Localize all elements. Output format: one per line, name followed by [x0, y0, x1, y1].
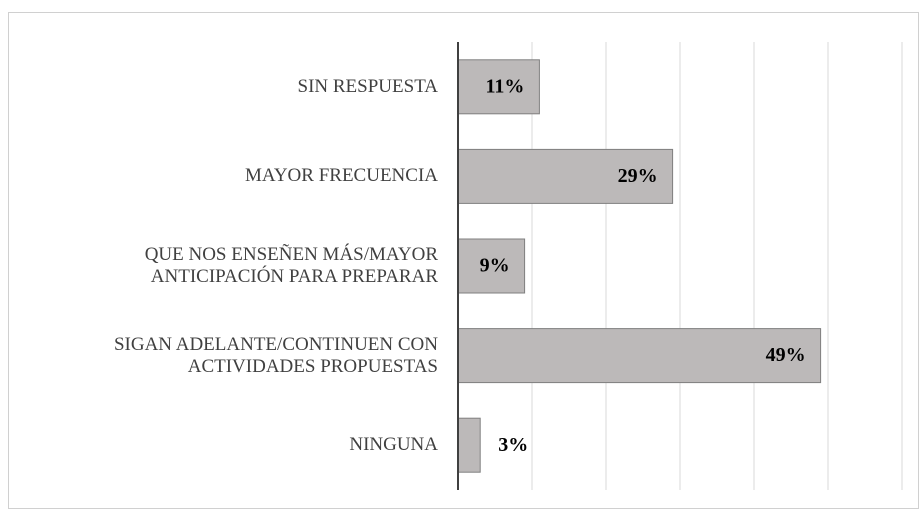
- bar: [457, 328, 822, 384]
- category-label: NINGUNA: [349, 434, 438, 456]
- value-label: 3%: [498, 434, 528, 456]
- bar: [457, 417, 481, 473]
- category-label: QUE NOS ENSEÑEN MÁS/MAYOR ANTICIPACIÓN P…: [144, 244, 438, 287]
- value-label: 49%: [766, 344, 806, 366]
- value-label: 29%: [618, 165, 658, 187]
- value-label: 11%: [485, 75, 524, 97]
- category-label: SIN RESPUESTA: [297, 75, 438, 97]
- frame: [8, 12, 919, 509]
- bar: [457, 59, 540, 115]
- category-label: SIGAN ADELANTE/CONTINUEN CON ACTIVIDADES…: [113, 333, 438, 377]
- value-label: 9%: [480, 255, 510, 277]
- bar: [457, 238, 526, 294]
- category-label: MAYOR FRECUENCIA: [244, 165, 438, 187]
